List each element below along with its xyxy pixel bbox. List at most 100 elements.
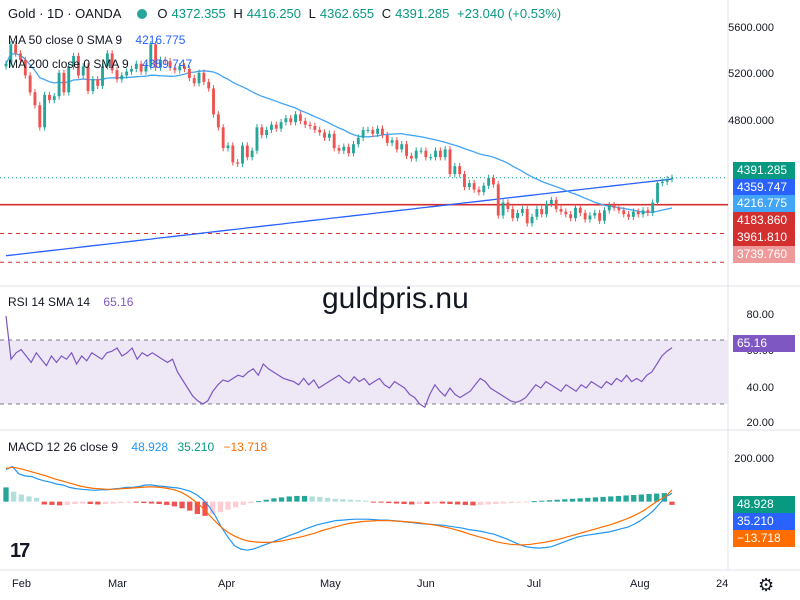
candle-body bbox=[4, 63, 8, 67]
candle-body bbox=[125, 71, 129, 76]
candle-body bbox=[646, 210, 650, 213]
candle-body bbox=[530, 216, 534, 224]
candle-body bbox=[627, 214, 631, 217]
macd-histogram-bar bbox=[409, 501, 415, 505]
macd-histogram-bar bbox=[49, 501, 55, 505]
candle-body bbox=[43, 94, 47, 128]
candle-body bbox=[33, 92, 37, 106]
macd-signal-tag: −13.718 bbox=[733, 530, 795, 547]
candle-body bbox=[19, 53, 22, 60]
macd-histogram-bar bbox=[600, 496, 606, 502]
candle-body bbox=[269, 124, 273, 130]
signal-line bbox=[5, 466, 673, 546]
ma50-legend[interactable]: MA 50 close 0 SMA 9 4216.775 bbox=[8, 33, 185, 47]
macd-histogram-bar bbox=[156, 501, 162, 504]
macd-legend[interactable]: MACD 12 26 close 9 48.928 35.210 −13.718 bbox=[8, 440, 267, 454]
macd-histogram-bar bbox=[240, 501, 246, 505]
macd-histogram-bar bbox=[378, 501, 384, 503]
candle-body bbox=[535, 209, 539, 217]
candle-body bbox=[660, 181, 664, 184]
macd-histogram-bar bbox=[363, 500, 369, 502]
macd-label: MACD 12 26 close 9 bbox=[8, 440, 119, 454]
macd-histogram-bar bbox=[233, 501, 239, 508]
macd-histogram-bar bbox=[102, 501, 109, 504]
rsi-label: RSI 14 SMA 14 bbox=[8, 295, 91, 309]
watermark: guldpris.nu bbox=[322, 282, 469, 315]
macd-histogram-bar bbox=[125, 501, 132, 503]
candle-body bbox=[366, 129, 370, 131]
macd-histogram-bar bbox=[424, 501, 430, 504]
candle-body bbox=[443, 149, 447, 158]
macd-histogram-bar bbox=[500, 501, 507, 504]
candle-body bbox=[520, 209, 524, 213]
candle-body bbox=[549, 199, 553, 204]
candle-body bbox=[578, 207, 582, 213]
candle-body bbox=[168, 61, 172, 68]
candle-body bbox=[342, 146, 346, 151]
candle-body bbox=[337, 148, 341, 151]
macd-histogram-bar bbox=[225, 501, 231, 510]
candle-body bbox=[390, 140, 394, 143]
macd-histogram-bar bbox=[447, 501, 453, 504]
candle-body bbox=[207, 81, 211, 89]
macd-histogram-bar bbox=[118, 501, 124, 504]
macd-histogram-bar bbox=[401, 501, 407, 504]
macd-histogram-bar bbox=[470, 501, 476, 506]
candle-body bbox=[593, 212, 597, 216]
symbol-title[interactable]: Gold · 1D · OANDA bbox=[8, 6, 122, 21]
candle-body bbox=[617, 207, 621, 211]
candle-body bbox=[525, 209, 529, 224]
candle-body bbox=[569, 214, 573, 219]
macd-histogram-bar bbox=[148, 501, 155, 504]
x-tick-jun: Jun bbox=[417, 578, 435, 590]
candle-body bbox=[453, 166, 457, 175]
level-1-tag: 4183.860 bbox=[733, 212, 795, 229]
macd-histogram-bar bbox=[271, 498, 277, 502]
candle-body bbox=[284, 118, 288, 123]
candle-body bbox=[636, 211, 640, 215]
candle-body bbox=[183, 66, 187, 69]
macd-histogram-bar bbox=[217, 501, 223, 513]
price-tick-5600: 5600.000 bbox=[728, 22, 774, 34]
macd-line bbox=[5, 465, 673, 551]
candle-body bbox=[250, 150, 254, 158]
macd-histogram-bar bbox=[462, 501, 468, 505]
macd-histogram-bar bbox=[72, 501, 78, 504]
candle-body bbox=[62, 72, 66, 93]
ma50-value: 4216.775 bbox=[135, 33, 186, 47]
tradingview-logo[interactable]: 17 bbox=[10, 540, 30, 562]
macd-hist-tag: 48.928 bbox=[733, 496, 795, 513]
macd-histogram-bar bbox=[546, 500, 553, 502]
candle-body bbox=[612, 205, 616, 208]
candle-body bbox=[158, 59, 162, 68]
candle-body bbox=[139, 63, 143, 72]
candle-body bbox=[303, 120, 307, 125]
macd-histogram-bar bbox=[623, 495, 629, 502]
candle-body bbox=[622, 210, 626, 215]
candle-body bbox=[482, 185, 486, 193]
x-tick-may: May bbox=[320, 578, 341, 590]
open-label: O bbox=[157, 6, 168, 21]
ma200-legend[interactable]: MA 200 close 0 SMA 9 4359.747 bbox=[8, 57, 192, 71]
macd-histogram-bar bbox=[355, 500, 361, 502]
macd-histogram-bar bbox=[531, 501, 537, 503]
ma50-price-tag: 4216.775 bbox=[733, 195, 795, 212]
candle-body bbox=[429, 157, 433, 159]
candle-body bbox=[28, 75, 32, 93]
candle-body bbox=[91, 79, 95, 92]
candle-body bbox=[245, 145, 249, 158]
macd-histogram-bar bbox=[309, 496, 315, 502]
rsi-tick-20: 20.00 bbox=[746, 417, 774, 429]
candle-body bbox=[14, 44, 18, 54]
macd-histogram-bar bbox=[41, 501, 47, 505]
candle-body bbox=[395, 140, 399, 150]
candle-body bbox=[212, 88, 215, 115]
rsi-legend[interactable]: RSI 14 SMA 14 65.16 bbox=[8, 295, 133, 309]
ma200-value: 4359.747 bbox=[142, 57, 193, 71]
macd-histogram-bar bbox=[332, 498, 338, 502]
gear-icon[interactable]: ⚙ bbox=[758, 575, 775, 595]
macd-histogram-bar bbox=[202, 501, 208, 516]
macd-histogram-bar bbox=[110, 501, 116, 504]
candle-body bbox=[308, 124, 312, 127]
